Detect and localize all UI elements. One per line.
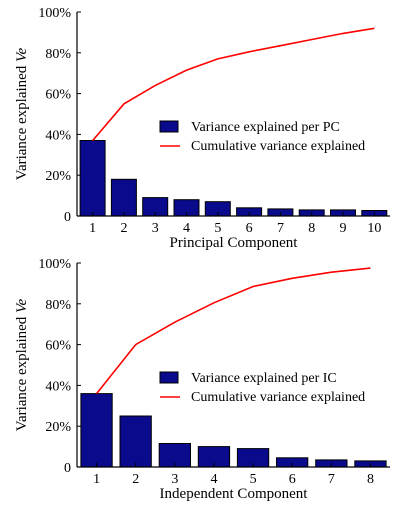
pc-ytick-label: 40% (45, 128, 71, 143)
pc-xtick-label: 2 (120, 221, 127, 236)
pc-bar-1 (79, 140, 106, 217)
pc-xtick-label: 10 (367, 221, 381, 236)
pc-cumulative-line (92, 27, 375, 142)
pc-legend-bar-label: Variance explained per PC (191, 120, 340, 135)
ic-bar-1 (80, 393, 113, 468)
pc-ytick-label: 60% (45, 88, 71, 103)
ic-xtick-label: 8 (367, 472, 374, 487)
pc-ytick-label: 100% (38, 6, 71, 21)
ic-ytick-label: 60% (45, 339, 71, 354)
ic-xtick-label: 6 (289, 472, 296, 487)
pc-ytick-label: 0 (64, 210, 71, 225)
ic-xtick-label: 3 (171, 472, 178, 487)
ic-xtick-label: 7 (328, 472, 335, 487)
ic-legend-bar-swatch (159, 371, 179, 384)
ic-cumulative-line (95, 267, 371, 395)
pc-legend-bar-swatch (159, 120, 179, 133)
ic-xtick-label: 2 (132, 472, 139, 487)
ic-ytick-label: 0 (64, 461, 71, 476)
pc-y-axis-label-symbol: Ve (14, 47, 30, 62)
pc-xtick-label: 6 (246, 221, 253, 236)
pc-xtick-label: 3 (152, 221, 159, 236)
ic-y-axis-label-text: Variance explained (14, 313, 30, 431)
pc-legend-line-label: Cumulative variance explained (191, 139, 365, 154)
pc-xtick-label: 8 (308, 221, 315, 236)
ic-xtick-label: 4 (210, 472, 217, 487)
ic-ytick-label: 40% (45, 379, 71, 394)
pc-x-axis-label: Principal Component (170, 235, 299, 251)
ic-ytick-label: 80% (45, 298, 71, 313)
pc-bar-2 (110, 178, 137, 217)
pc-xtick-label: 1 (89, 221, 96, 236)
ic-bar-2 (119, 415, 152, 468)
ic-legend-bar-label: Variance explained per IC (191, 371, 337, 386)
pc-xtick-label: 4 (183, 221, 190, 236)
ic-y-axis-label: Variance explained Ve (14, 298, 30, 431)
ic-ytick-label: 100% (38, 257, 71, 272)
ic-legend-line-label: Cumulative variance explained (191, 390, 365, 405)
ic-y-axis-label-symbol: Ve (14, 298, 30, 313)
ic-xtick-label: 1 (93, 472, 100, 487)
pc-xtick-label: 5 (214, 221, 221, 236)
pc-xtick-label: 7 (277, 221, 284, 236)
pc-y-axis-label: Variance explained Ve (14, 47, 30, 180)
pc-ytick-label: 80% (45, 47, 71, 62)
pc-y-axis-label-text: Variance explained (14, 62, 30, 180)
pc-xtick-label: 9 (340, 221, 347, 236)
ic-x-axis-label: Independent Component (160, 486, 309, 502)
ic-ytick-label: 20% (45, 420, 71, 435)
ic-xtick-label: 5 (250, 472, 257, 487)
pc-ytick-label: 20% (45, 169, 71, 184)
